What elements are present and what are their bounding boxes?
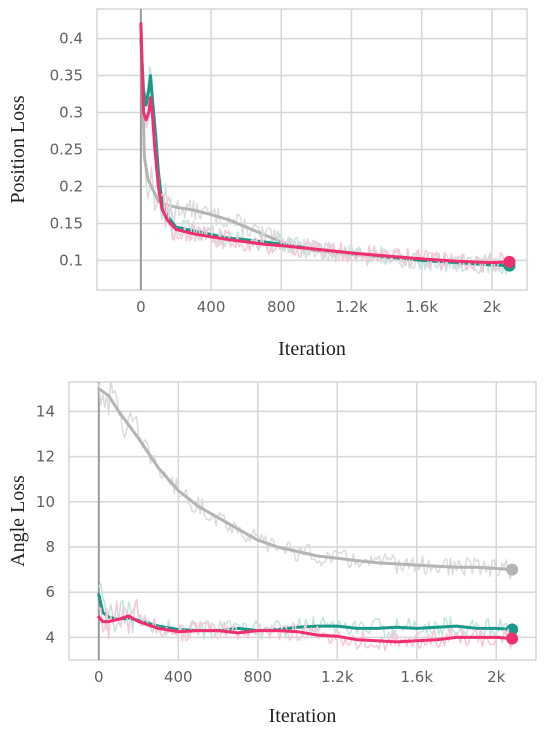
series-raw-line (98, 382, 513, 580)
y-tick-label: 12 (36, 448, 55, 466)
x-tick-label: 0 (136, 298, 146, 316)
x-tick-label: 0 (94, 668, 104, 686)
y-tick-label: 0.2 (59, 177, 83, 195)
y-tick-label: 0.35 (50, 67, 83, 85)
series-end-point (506, 563, 519, 576)
series-line (97, 614, 514, 644)
x-tick-label: 800 (267, 298, 296, 316)
plot-frame (68, 381, 537, 661)
x-tick-label: 800 (243, 668, 272, 686)
y-tick-label: 0.25 (50, 141, 83, 159)
y-tick-label: 14 (36, 402, 55, 420)
y-axis-title: Angle Loss (7, 475, 29, 567)
series-line (139, 22, 511, 268)
series-end-point (506, 632, 519, 645)
y-tick-label: 4 (45, 628, 55, 646)
x-tick-label: 2k (487, 668, 506, 686)
y-axis-title: Position Loss (7, 95, 29, 204)
x-tick-label: 1.2k (335, 298, 368, 316)
series-line (97, 387, 514, 572)
x-tick-label: 1.2k (321, 668, 354, 686)
x-tick-label: 1.6k (400, 668, 433, 686)
y-tick-label: 0.4 (59, 30, 83, 48)
position-loss-chart: 0 400 800 1.2k 1.6k 2k 0.1 0.15 0.2 0.25 0.3 0.35 0.… (7, 8, 528, 360)
x-tick-label: 2k (483, 298, 502, 316)
series-raw-line (140, 31, 511, 273)
x-tick-label: 400 (197, 298, 226, 316)
y-tick-label: 0.3 (59, 104, 83, 122)
x-axis-title: Iteration (269, 705, 337, 727)
y-tick-label: 10 (36, 493, 55, 511)
series-line (139, 22, 511, 265)
y-tick-label: 0.1 (59, 251, 83, 269)
x-axis-title: Iteration (278, 338, 346, 360)
series-raw-line (98, 583, 513, 640)
y-tick-label: 6 (45, 583, 55, 601)
y-tick-label: 0.15 (50, 214, 83, 232)
series-end-point (503, 255, 516, 268)
y-tick-label: 8 (45, 538, 55, 556)
angle-loss-chart: 0 400 800 1.2k 1.6k 2k 4 6 8 10 12 14 Iteration Angle… (7, 381, 537, 727)
x-tick-label: 400 (164, 668, 193, 686)
x-tick-label: 1.6k (405, 298, 438, 316)
